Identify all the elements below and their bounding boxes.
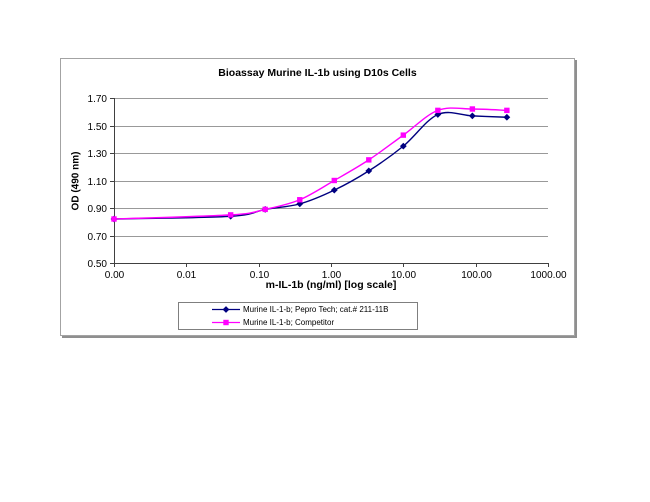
- svg-text:10.00: 10.00: [391, 270, 416, 281]
- svg-text:0.10: 0.10: [250, 270, 270, 281]
- series-competitor: [111, 106, 510, 222]
- y-axis-title: OD (490 nm): [70, 151, 82, 211]
- legend-label-peprotech: Murine IL-1-b; Pepro Tech; cat.# 211-11B: [243, 305, 389, 314]
- svg-text:1.30: 1.30: [88, 149, 108, 160]
- y-axis-ticks: [110, 98, 114, 264]
- x-axis-tick-labels: 0.00 0.01 0.10 1.00 10.00 100.00 1000.00: [105, 270, 567, 281]
- svg-text:1.50: 1.50: [88, 122, 108, 133]
- svg-text:1.10: 1.10: [88, 177, 108, 188]
- y-gridlines: [114, 98, 548, 237]
- svg-text:1000.00: 1000.00: [530, 270, 567, 281]
- svg-text:0.00: 0.00: [105, 270, 125, 281]
- legend-entry-peprotech: Murine IL-1-b; Pepro Tech; cat.# 211-11B: [212, 304, 417, 315]
- svg-text:0.01: 0.01: [177, 270, 197, 281]
- svg-text:0.50: 0.50: [88, 259, 108, 270]
- x-axis-ticks: [114, 263, 549, 267]
- y-axis-tick-labels: 0.50 0.70 0.90 1.10 1.30 1.50 1.70: [88, 94, 108, 270]
- legend: Murine IL-1-b; Pepro Tech; cat.# 211-11B…: [178, 302, 418, 330]
- chart-title: Bioassay Murine IL-1b using D10s Cells: [218, 67, 417, 79]
- svg-text:1.70: 1.70: [88, 94, 108, 105]
- svg-text:1.00: 1.00: [322, 270, 342, 281]
- line-square-marker-icon: [212, 319, 240, 326]
- axis-lines: [114, 98, 548, 264]
- series-peprotech: [110, 111, 511, 223]
- legend-label-competitor: Murine IL-1-b; Competitor: [243, 318, 335, 327]
- svg-text:0.70: 0.70: [88, 232, 108, 243]
- svg-text:0.90: 0.90: [88, 204, 108, 215]
- legend-entry-competitor: Murine IL-1-b; Competitor: [212, 317, 417, 328]
- x-axis-title: m-IL-1b (ng/ml) [log scale]: [265, 279, 397, 291]
- svg-text:100.00: 100.00: [461, 270, 492, 281]
- line-diamond-marker-icon: [212, 306, 240, 313]
